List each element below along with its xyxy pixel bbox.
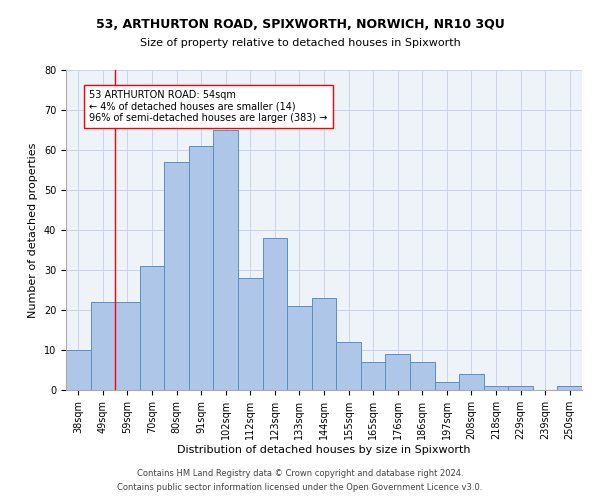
- Bar: [140, 266, 164, 390]
- X-axis label: Distribution of detached houses by size in Spixworth: Distribution of detached houses by size …: [177, 444, 471, 454]
- Bar: [66, 350, 91, 390]
- Bar: [189, 146, 214, 390]
- Bar: [287, 306, 312, 390]
- Text: 53, ARTHURTON ROAD, SPIXWORTH, NORWICH, NR10 3QU: 53, ARTHURTON ROAD, SPIXWORTH, NORWICH, …: [95, 18, 505, 30]
- Bar: [410, 362, 434, 390]
- Bar: [434, 382, 459, 390]
- Text: Size of property relative to detached houses in Spixworth: Size of property relative to detached ho…: [140, 38, 460, 48]
- Text: Contains public sector information licensed under the Open Government Licence v3: Contains public sector information licen…: [118, 484, 482, 492]
- Bar: [361, 362, 385, 390]
- Bar: [263, 238, 287, 390]
- Bar: [115, 302, 140, 390]
- Bar: [557, 386, 582, 390]
- Bar: [385, 354, 410, 390]
- Bar: [508, 386, 533, 390]
- Bar: [484, 386, 508, 390]
- Bar: [336, 342, 361, 390]
- Text: 53 ARTHURTON ROAD: 54sqm
← 4% of detached houses are smaller (14)
96% of semi-de: 53 ARTHURTON ROAD: 54sqm ← 4% of detache…: [89, 90, 328, 123]
- Bar: [91, 302, 115, 390]
- Bar: [214, 130, 238, 390]
- Y-axis label: Number of detached properties: Number of detached properties: [28, 142, 38, 318]
- Bar: [164, 162, 189, 390]
- Bar: [238, 278, 263, 390]
- Bar: [459, 374, 484, 390]
- Text: Contains HM Land Registry data © Crown copyright and database right 2024.: Contains HM Land Registry data © Crown c…: [137, 468, 463, 477]
- Bar: [312, 298, 336, 390]
